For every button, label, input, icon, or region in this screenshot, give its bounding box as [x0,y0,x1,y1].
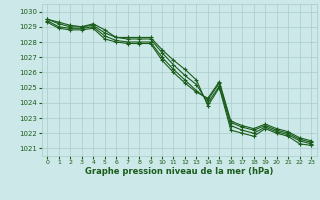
X-axis label: Graphe pression niveau de la mer (hPa): Graphe pression niveau de la mer (hPa) [85,167,273,176]
